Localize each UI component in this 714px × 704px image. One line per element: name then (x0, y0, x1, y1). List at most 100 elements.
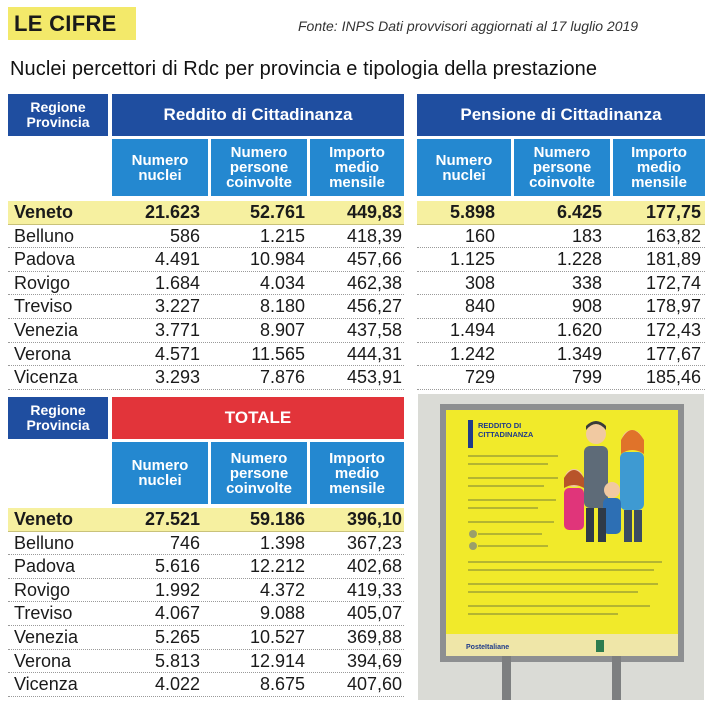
nuclei-value: 1.494 (449, 320, 495, 340)
poster-heading-1: REDDITO DI (478, 421, 521, 430)
poster-photo: REDDITO DI CITTADINANZA (418, 394, 704, 700)
nuclei-value: 4.022 (154, 674, 200, 695)
persone-value: 10.984 (249, 249, 305, 270)
province-name: Venezia (14, 320, 79, 340)
persone-value: 6.425 (556, 202, 602, 222)
persone-value: 183 (571, 225, 602, 246)
nuclei-value: 729 (464, 367, 495, 388)
table-row: Padova 5.616 12.212 402,68 (8, 555, 404, 579)
nuclei-value: 4.491 (154, 249, 200, 270)
col-header-persone: Numero persone coinvolte (514, 139, 610, 196)
persone-value: 4.372 (259, 579, 305, 600)
province-name: Vicenza (14, 367, 78, 388)
importo-value: 181,89 (645, 249, 701, 270)
province-name: Verona (14, 650, 72, 671)
table-row: 729 799 185,46 (417, 366, 705, 390)
province-name: Belluno (14, 225, 75, 246)
importo-value: 462,38 (346, 272, 402, 293)
table-row: Padova 4.491 10.984 457,66 (8, 248, 404, 272)
importo-value: 367,23 (346, 532, 402, 553)
table-row: Rovigo 1.992 4.372 419,33 (8, 579, 404, 603)
importo-value: 449,83 (346, 202, 402, 222)
table-row: Belluno 586 1.215 418,39 (8, 225, 404, 249)
province-name: Veneto (14, 509, 74, 529)
nuclei-value: 1.684 (154, 272, 200, 293)
table-row: Venezia 5.265 10.527 369,88 (8, 626, 404, 650)
persone-value: 908 (571, 296, 602, 317)
persone-value: 8.907 (259, 320, 305, 340)
province-name: Treviso (14, 603, 73, 624)
col-header-nuclei: Numero nuclei (417, 139, 511, 196)
nuclei-value: 5.616 (154, 556, 200, 577)
persone-value: 799 (571, 367, 602, 388)
nuclei-value: 3.771 (154, 320, 200, 340)
importo-value: 396,10 (346, 509, 402, 529)
family-illustration (564, 421, 644, 542)
persone-value: 12.212 (249, 556, 305, 577)
table-row: Venezia 3.771 8.907 437,58 (8, 319, 404, 343)
table-row: Vicenza 4.022 8.675 407,60 (8, 673, 404, 697)
nuclei-value: 160 (464, 225, 495, 246)
poster-heading-2: CITTADINANZA (478, 430, 534, 439)
nuclei-value: 5.898 (449, 202, 495, 222)
nuclei-value: 4.571 (154, 343, 200, 364)
region-total-row: Veneto 27.521 59.186 396,10 (8, 508, 404, 532)
importo-value: 177,67 (645, 343, 701, 364)
source-note: Fonte: INPS Dati provvisori aggiornati a… (298, 18, 639, 34)
persone-value: 1.398 (259, 532, 305, 553)
table-row: Treviso 4.067 9.088 405,07 (8, 602, 404, 626)
table-row: 1.125 1.228 181,89 (417, 248, 705, 272)
reddito-title: Reddito di Cittadinanza (112, 94, 404, 136)
importo-value: 163,82 (645, 225, 701, 246)
col-header-persone: Numero persone coinvolte (211, 442, 307, 504)
col-header-nuclei: Numero nuclei (112, 442, 208, 504)
table-row: 1.242 1.349 177,67 (417, 343, 705, 367)
table-row: 840 908 178,97 (417, 295, 705, 319)
importo-value: 418,39 (346, 225, 402, 246)
persone-value: 7.876 (259, 367, 305, 388)
table-row: Treviso 3.227 8.180 456,27 (8, 295, 404, 319)
province-name: Belluno (14, 532, 75, 553)
importo-value: 394,69 (346, 650, 402, 671)
nuclei-value: 4.067 (154, 603, 200, 624)
persone-value: 11.565 (251, 343, 305, 364)
province-name: Rovigo (14, 579, 71, 600)
nuclei-value: 1.125 (449, 249, 495, 270)
importo-value: 402,68 (346, 556, 402, 577)
persone-value: 8.180 (259, 296, 305, 317)
nuclei-value: 5.813 (154, 650, 200, 671)
importo-value: 177,75 (645, 202, 701, 222)
persone-value: 338 (571, 272, 602, 293)
importo-value: 178,97 (645, 296, 701, 317)
nuclei-value: 840 (464, 296, 495, 317)
importo-value: 437,58 (346, 320, 402, 340)
table-row: Verona 5.813 12.914 394,69 (8, 650, 404, 674)
nuclei-value: 27.521 (144, 509, 200, 529)
importo-value: 444,31 (346, 343, 402, 364)
province-name: Padova (14, 249, 76, 270)
region-header: Regione Provincia (8, 94, 108, 136)
table-row: Rovigo 1.684 4.034 462,38 (8, 272, 404, 296)
col-header-importo: Importo medio mensile (310, 442, 404, 504)
nuclei-value: 3.293 (154, 367, 200, 388)
province-name: Vicenza (14, 674, 78, 695)
persone-value: 1.215 (259, 225, 305, 246)
province-name: Padova (14, 556, 76, 577)
poster-logo: PosteItaliane (466, 644, 509, 651)
table-row: Belluno 746 1.398 367,23 (8, 532, 404, 556)
province-name: Venezia (14, 627, 79, 647)
persone-value: 1.228 (556, 249, 602, 270)
province-name: Verona (14, 343, 72, 364)
importo-value: 407,60 (346, 674, 402, 695)
nuclei-value: 3.227 (154, 296, 200, 317)
col-header-persone: Numero persone coinvolte (211, 139, 307, 196)
page-title: Nuclei percettori di Rdc per provincia e… (10, 58, 598, 80)
pensione-title: Pensione di Cittadinanza (417, 94, 705, 136)
importo-value: 185,46 (645, 367, 701, 388)
table-row: 308 338 172,74 (417, 272, 705, 296)
section-tag: LE CIFRE (8, 7, 136, 40)
col-header-importo: Importo medio mensile (613, 139, 705, 196)
importo-value: 172,43 (645, 320, 701, 340)
region-total-row: Veneto 21.623 52.761 449,83 (8, 201, 404, 225)
importo-value: 457,66 (346, 249, 402, 270)
